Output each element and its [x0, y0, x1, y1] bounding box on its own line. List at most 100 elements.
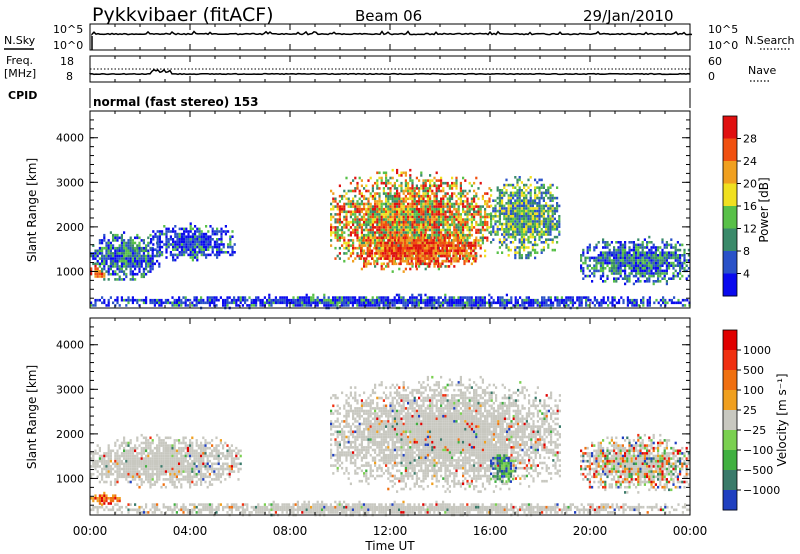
- data-cell: [371, 213, 374, 216]
- data-cell: [440, 181, 443, 185]
- data-cell: [481, 296, 484, 299]
- data-cell: [349, 296, 352, 299]
- data-cell: [521, 304, 524, 307]
- data-cell: [396, 207, 399, 211]
- data-cell: [523, 191, 526, 195]
- data-cell: [654, 256, 657, 260]
- data-cell: [488, 197, 491, 201]
- data-cell: [523, 248, 526, 252]
- data-cell: [501, 228, 504, 231]
- data-cell: [505, 304, 508, 307]
- data-cell: [131, 270, 134, 273]
- data-cell: [641, 251, 644, 254]
- data-cell: [556, 207, 559, 210]
- data-cell: [417, 246, 420, 250]
- data-cell: [207, 238, 210, 241]
- data-cell: [433, 233, 436, 237]
- data-cell: [444, 249, 447, 253]
- data-cell: [421, 241, 424, 245]
- data-cell: [209, 225, 212, 228]
- data-cell: [187, 240, 190, 244]
- data-cell: [503, 304, 506, 307]
- data-cell: [473, 259, 476, 263]
- data-cell: [134, 278, 137, 281]
- data-cell: [189, 222, 192, 225]
- data-cell: [363, 194, 366, 198]
- data-cell: [481, 304, 484, 307]
- data-cell: [450, 304, 453, 307]
- data-cell: [479, 220, 482, 224]
- data-cell: [367, 233, 370, 237]
- data-cell: [103, 457, 106, 460]
- data-cell: [131, 465, 134, 468]
- data-cell: [218, 253, 221, 257]
- data-cell: [384, 241, 387, 245]
- data-cell: [467, 259, 470, 263]
- data-cell: [385, 192, 388, 195]
- data-cell: [486, 192, 489, 195]
- data-cell: [233, 251, 236, 254]
- data-cell: [116, 472, 119, 476]
- data-cell: [588, 259, 591, 262]
- data-cell: [352, 213, 355, 216]
- data-cell: [426, 179, 429, 182]
- data-cell: [510, 301, 513, 305]
- data-cell: [151, 457, 154, 460]
- data-cell: [109, 454, 112, 458]
- data-cell: [470, 205, 473, 208]
- data-cell: [475, 210, 478, 214]
- data-cell: [142, 465, 145, 468]
- data-cell: [503, 183, 506, 187]
- data-cell: [338, 233, 341, 237]
- data-cell: [429, 215, 432, 219]
- data-cell: [387, 239, 390, 242]
- data-cell: [672, 267, 675, 270]
- data-cell: [479, 254, 482, 258]
- data-cell: [551, 199, 554, 202]
- data-cell: [452, 241, 455, 245]
- data-cell: [443, 239, 446, 242]
- data-cell: [387, 181, 390, 185]
- data-cell: [516, 204, 519, 208]
- data-cell: [444, 194, 447, 198]
- data-cell: [123, 239, 126, 242]
- data-cell: [105, 480, 108, 484]
- data-cell: [404, 184, 407, 188]
- data-cell: [547, 215, 550, 218]
- data-cell: [261, 301, 264, 305]
- data-cell: [457, 301, 460, 305]
- data-cell: [340, 304, 343, 307]
- data-cell: [624, 246, 627, 249]
- data-cell: [607, 298, 610, 302]
- data-cell: [343, 246, 346, 250]
- data-cell: [657, 261, 660, 265]
- data-cell: [310, 296, 313, 299]
- data-cell: [637, 264, 640, 267]
- data-cell: [352, 246, 355, 250]
- data-cell: [136, 246, 139, 250]
- data-cell: [431, 228, 434, 232]
- data-cell: [676, 261, 679, 265]
- data-cell: [140, 441, 143, 445]
- data-cell: [94, 304, 97, 307]
- data-cell: [151, 454, 154, 458]
- data-cell: [125, 465, 128, 468]
- data-cell: [409, 194, 412, 198]
- data-cell: [424, 220, 427, 224]
- data-cell: [501, 207, 504, 210]
- data-cell: [664, 301, 667, 305]
- data-cell: [90, 254, 93, 258]
- data-cell: [105, 454, 108, 458]
- data-cell: [619, 261, 622, 265]
- data-cell: [96, 462, 99, 466]
- data-cell: [549, 204, 552, 208]
- data-cell: [486, 223, 489, 227]
- data-cell: [376, 210, 379, 214]
- data-cell: [393, 296, 396, 299]
- data-cell: [109, 249, 112, 253]
- data-cell: [429, 207, 432, 211]
- data-cell: [94, 264, 97, 268]
- data-cell: [180, 251, 183, 254]
- data-cell: [239, 301, 242, 305]
- data-cell: [431, 189, 434, 193]
